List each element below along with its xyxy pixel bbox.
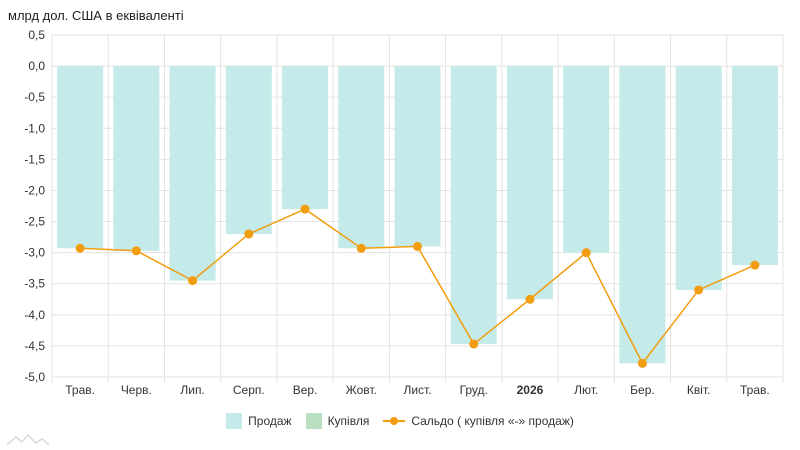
saldo-line [75,204,760,368]
bars [57,66,778,364]
legend: Продаж Купівля Сальдо ( купівля «-» прод… [0,413,800,429]
y-tick-label: 0,0 [28,59,45,73]
legend-item-sales[interactable]: Продаж [226,413,292,429]
legend-swatch-purchase [305,413,322,429]
y-tick-label: 0,5 [28,28,45,42]
bar-sales [169,66,216,281]
x-tick-label: Вер. [293,383,318,397]
y-tick-label: -2,5 [24,215,45,229]
chart-title: млрд дол. США в еквіваленті [8,8,184,23]
x-tick-label: Черв. [121,383,152,397]
x-tick-label: Трав. [65,383,95,397]
x-tick-label: Лист. [403,383,431,397]
mountain-logo-icon [6,433,50,446]
bar-sales [450,66,497,345]
x-tick-label: Бер. [630,383,655,397]
saldo-point [188,276,198,286]
legend-label-saldo: Сальдо ( купівля «-» продаж) [411,414,574,428]
legend-label-purchase: Купівля [327,414,370,428]
x-tick-label: Лют. [574,383,598,397]
y-tick-label: -1,5 [24,152,45,166]
x-tick-label: Трав. [740,383,770,397]
chart-plot: 0,5 0,0 -0,5 -1,0 -1,5 -2,0 -2,5 -3,0 -3,5 -4,0 -4… [24,28,784,397]
bar-sales [57,66,104,249]
saldo-point [413,241,422,251]
saldo-point [750,260,760,270]
y-tick-label: -3,5 [24,277,45,291]
bar-sales [675,66,722,290]
legend-swatch-saldo [383,415,406,427]
y-axis-labels: 0,5 0,0 -0,5 -1,0 -1,5 -2,0 -2,5 -3,0 -3,5 -4,0 -4… [24,28,45,384]
saldo-point [244,229,254,239]
x-tick-label: Лип. [180,383,204,397]
bar-sales [338,66,385,249]
x-tick-label: Серп. [233,383,265,397]
y-tick-label: -4,0 [24,308,45,322]
y-tick-label: -1,0 [24,121,45,135]
y-tick-label: -5,0 [24,370,45,384]
x-tick-label: Квіт. [687,383,711,397]
y-tick-label: -0,5 [24,90,45,104]
bar-sales [225,66,272,234]
bar-sales [563,66,610,253]
x-axis-labels: Трав. Черв. Лип. Серп. Вер. Жовт. Лист. Груд. 20… [65,383,769,397]
legend-item-saldo[interactable]: Сальдо ( купівля «-» продаж) [383,414,574,428]
saldo-point [525,294,535,304]
saldo-point [131,246,141,256]
y-tick-label: -3,0 [24,246,45,260]
saldo-point [469,339,479,349]
bar-sales [619,66,666,364]
saldo-point [75,243,85,253]
x-tick-label: 2026 [517,383,544,397]
y-tick-label: -2,0 [24,183,45,197]
x-tick-label: Жовт. [346,383,377,397]
bar-sales [282,66,329,210]
saldo-point [300,204,310,214]
legend-item-purchase[interactable]: Купівля [305,413,370,429]
y-tick-label: -4,5 [24,339,45,353]
saldo-point [637,358,647,368]
saldo-point [694,285,704,295]
bar-sales [394,66,441,247]
legend-swatch-sales [226,413,243,429]
saldo-point [581,248,591,258]
bar-sales [731,66,778,266]
x-tick-label: Груд. [460,383,488,397]
bar-sales [506,66,553,300]
bar-sales [113,66,160,251]
legend-label-sales: Продаж [248,414,292,428]
saldo-point [356,243,366,253]
